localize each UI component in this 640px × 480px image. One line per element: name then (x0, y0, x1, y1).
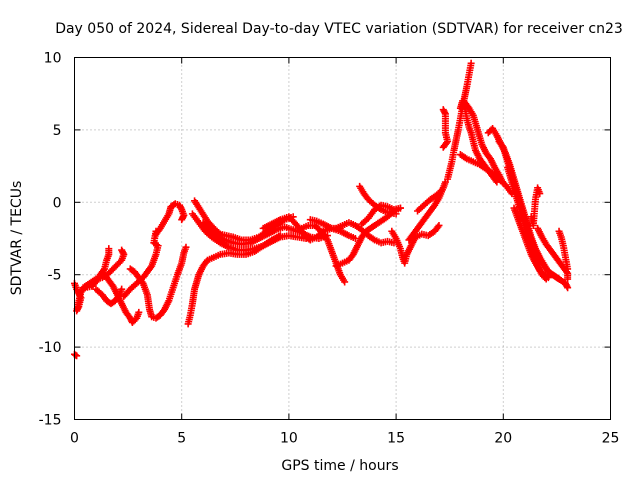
data-point (536, 190, 544, 198)
data-point (544, 274, 552, 282)
series-sat-e (101, 271, 143, 326)
x-tick-labels: 0 5 10 15 20 25 (70, 431, 619, 447)
data-point (467, 59, 475, 67)
y-tick-label: -10 (39, 340, 62, 356)
series-sat-ag (534, 224, 572, 283)
data-point (392, 210, 400, 218)
y-tick-label: -15 (39, 413, 62, 429)
y-tick-label: -5 (48, 268, 62, 284)
data-point (105, 245, 113, 253)
data-point (118, 246, 126, 254)
data-point (564, 265, 572, 273)
data-point (396, 204, 404, 212)
y-axis-title: SDTVAR / TECUs (9, 181, 25, 296)
x-tick-label: 15 (387, 431, 405, 447)
data-point (135, 308, 143, 316)
data-point (341, 278, 349, 286)
series-sat-a (71, 350, 81, 360)
series-sat-g (120, 227, 162, 300)
series-sat-ac (484, 124, 572, 292)
data-point (437, 187, 445, 195)
series-sat-af (510, 204, 552, 282)
x-tick-label: 20 (494, 431, 512, 447)
series-sat-y (439, 106, 452, 151)
data-points (71, 59, 572, 360)
y-tick-label: 10 (44, 51, 62, 67)
series-sat-s (356, 182, 400, 218)
series-sat-v (411, 221, 443, 241)
series-sat-ad (495, 137, 563, 283)
series-sat-q (358, 201, 404, 228)
data-point (435, 221, 443, 229)
x-axis-title: GPS time / hours (281, 458, 398, 474)
data-point (564, 284, 572, 292)
x-tick-label: 10 (280, 431, 298, 447)
series-sat-o (306, 216, 359, 242)
data-point (118, 285, 126, 293)
data-point (436, 188, 444, 196)
plot-frame (74, 57, 611, 420)
data-point (99, 266, 107, 274)
data-point (439, 143, 447, 151)
chart-title: Day 050 of 2024, Sidereal Day-to-day VTE… (55, 21, 623, 37)
data-point (554, 274, 562, 282)
series-sat-u (405, 178, 449, 244)
x-tick-label: 5 (177, 431, 186, 447)
data-point (440, 142, 448, 150)
y-tick-labels: 10 5 0 -5 -10 -15 (39, 51, 62, 429)
data-point (182, 243, 190, 251)
data-point (498, 142, 506, 150)
data-point (543, 273, 551, 281)
y-tick-label: 0 (53, 195, 62, 211)
data-point (555, 275, 563, 283)
series-sat-n (298, 221, 349, 286)
series-sat-w (414, 187, 445, 215)
data-point (178, 216, 186, 224)
data-point (434, 223, 442, 231)
series-sat-ai (555, 227, 572, 273)
series-sat-ah (527, 184, 544, 229)
x-tick-label: 0 (70, 431, 79, 447)
series-sat-r (332, 219, 398, 247)
y-tick-label: 5 (53, 123, 62, 139)
series-sat-f (126, 243, 190, 322)
series-sat-h (152, 200, 188, 238)
x-tick-label: 25 (602, 431, 620, 447)
data-point (564, 275, 572, 283)
series-sat-ab (456, 151, 516, 198)
